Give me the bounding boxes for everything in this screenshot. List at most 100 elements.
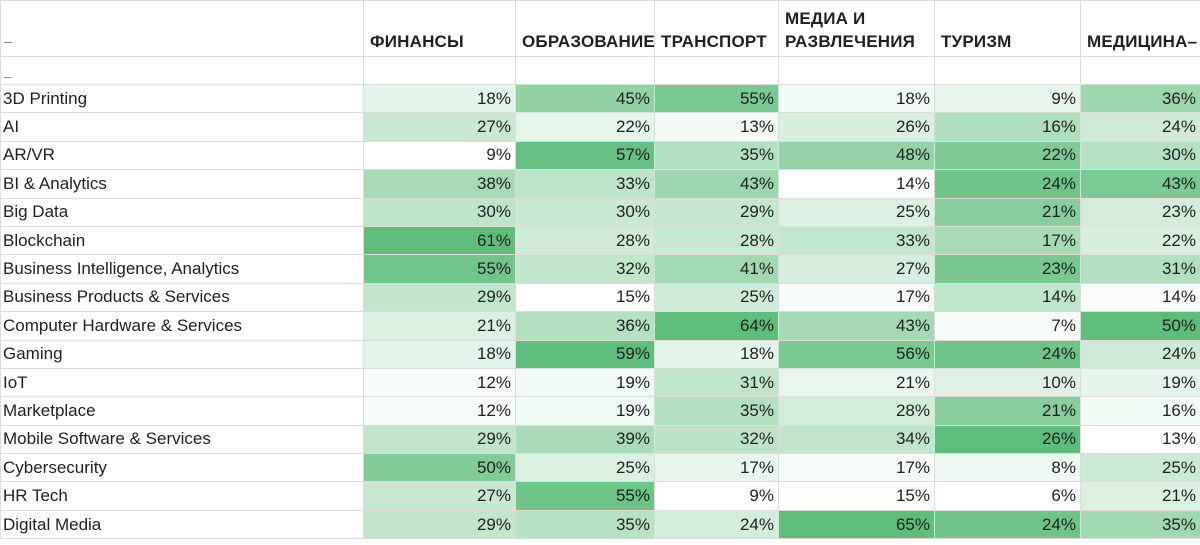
- value-cell[interactable]: 24%: [1080, 339, 1200, 369]
- value-cell[interactable]: 57%: [515, 140, 655, 171]
- row-label[interactable]: BI & Analytics: [0, 169, 364, 199]
- value-cell[interactable]: 14%: [1080, 282, 1200, 313]
- row-label[interactable]: HR Tech: [0, 481, 364, 511]
- row-label[interactable]: IoT: [0, 367, 364, 398]
- value-cell[interactable]: 29%: [363, 282, 516, 313]
- row-label[interactable]: Big Data: [0, 197, 364, 227]
- value-cell[interactable]: 61%: [363, 225, 516, 256]
- value-cell[interactable]: 16%: [1080, 396, 1200, 426]
- row-label[interactable]: AI: [0, 112, 364, 142]
- subheader-cell[interactable]: –: [0, 56, 364, 85]
- value-cell[interactable]: 33%: [778, 225, 935, 256]
- value-cell[interactable]: 25%: [1080, 453, 1200, 483]
- empty-cell[interactable]: [654, 56, 779, 85]
- value-cell[interactable]: 21%: [778, 367, 935, 398]
- column-header-medicine[interactable]: МЕДИЦИНА–: [1080, 0, 1200, 57]
- empty-cell[interactable]: [363, 56, 516, 85]
- value-cell[interactable]: 9%: [934, 83, 1081, 114]
- value-cell[interactable]: 59%: [515, 339, 655, 369]
- row-label[interactable]: Business Intelligence, Analytics: [0, 254, 364, 284]
- row-label[interactable]: Blockchain: [0, 225, 364, 256]
- value-cell[interactable]: 35%: [515, 509, 655, 540]
- value-cell[interactable]: 39%: [515, 424, 655, 455]
- value-cell[interactable]: 19%: [515, 396, 655, 426]
- empty-cell[interactable]: [515, 56, 655, 85]
- value-cell[interactable]: 34%: [778, 424, 935, 455]
- value-cell[interactable]: 24%: [1080, 112, 1200, 142]
- value-cell[interactable]: 30%: [515, 197, 655, 227]
- value-cell[interactable]: 26%: [934, 424, 1081, 455]
- value-cell[interactable]: 22%: [934, 140, 1081, 171]
- value-cell[interactable]: 29%: [363, 509, 516, 540]
- value-cell[interactable]: 27%: [363, 481, 516, 511]
- value-cell[interactable]: 43%: [654, 169, 779, 199]
- value-cell[interactable]: 26%: [778, 112, 935, 142]
- value-cell[interactable]: 64%: [654, 311, 779, 341]
- value-cell[interactable]: 23%: [1080, 197, 1200, 227]
- value-cell[interactable]: 10%: [934, 367, 1081, 398]
- value-cell[interactable]: 21%: [363, 311, 516, 341]
- value-cell[interactable]: 28%: [778, 396, 935, 426]
- value-cell[interactable]: 31%: [654, 367, 779, 398]
- value-cell[interactable]: 29%: [654, 197, 779, 227]
- value-cell[interactable]: 25%: [515, 453, 655, 483]
- value-cell[interactable]: 56%: [778, 339, 935, 369]
- value-cell[interactable]: 48%: [778, 140, 935, 171]
- row-label[interactable]: Gaming: [0, 339, 364, 369]
- value-cell[interactable]: 24%: [934, 509, 1081, 540]
- value-cell[interactable]: 28%: [654, 225, 779, 256]
- value-cell[interactable]: 24%: [934, 339, 1081, 369]
- value-cell[interactable]: 55%: [363, 254, 516, 284]
- column-header-finance[interactable]: ФИНАНСЫ: [363, 0, 516, 57]
- value-cell[interactable]: 27%: [778, 254, 935, 284]
- value-cell[interactable]: 14%: [778, 169, 935, 199]
- value-cell[interactable]: 21%: [1080, 481, 1200, 511]
- row-label[interactable]: Digital Media: [0, 509, 364, 540]
- value-cell[interactable]: 18%: [363, 339, 516, 369]
- value-cell[interactable]: 13%: [1080, 424, 1200, 455]
- value-cell[interactable]: 19%: [1080, 367, 1200, 398]
- value-cell[interactable]: 43%: [1080, 169, 1200, 199]
- empty-cell[interactable]: [778, 56, 935, 85]
- row-label[interactable]: Cybersecurity: [0, 453, 364, 483]
- value-cell[interactable]: 33%: [515, 169, 655, 199]
- value-cell[interactable]: 25%: [654, 282, 779, 313]
- row-label[interactable]: Business Products & Services: [0, 282, 364, 313]
- value-cell[interactable]: 21%: [934, 396, 1081, 426]
- value-cell[interactable]: 35%: [654, 396, 779, 426]
- row-label[interactable]: Mobile Software & Services: [0, 424, 364, 455]
- value-cell[interactable]: 15%: [515, 282, 655, 313]
- value-cell[interactable]: 12%: [363, 396, 516, 426]
- value-cell[interactable]: 23%: [934, 254, 1081, 284]
- value-cell[interactable]: 30%: [363, 197, 516, 227]
- column-header-transport[interactable]: ТРАНСПОРТ: [654, 0, 779, 57]
- value-cell[interactable]: 15%: [778, 481, 935, 511]
- row-label[interactable]: AR/VR: [0, 140, 364, 171]
- value-cell[interactable]: 19%: [515, 367, 655, 398]
- value-cell[interactable]: 36%: [515, 311, 655, 341]
- value-cell[interactable]: 22%: [515, 112, 655, 142]
- value-cell[interactable]: 7%: [934, 311, 1081, 341]
- value-cell[interactable]: 31%: [1080, 254, 1200, 284]
- value-cell[interactable]: 16%: [934, 112, 1081, 142]
- value-cell[interactable]: 35%: [654, 140, 779, 171]
- row-label[interactable]: Marketplace: [0, 396, 364, 426]
- value-cell[interactable]: 28%: [515, 225, 655, 256]
- value-cell[interactable]: 45%: [515, 83, 655, 114]
- value-cell[interactable]: 12%: [363, 367, 516, 398]
- value-cell[interactable]: 18%: [363, 83, 516, 114]
- value-cell[interactable]: 17%: [934, 225, 1081, 256]
- value-cell[interactable]: 41%: [654, 254, 779, 284]
- value-cell[interactable]: 32%: [654, 424, 779, 455]
- value-cell[interactable]: 50%: [1080, 311, 1200, 341]
- value-cell[interactable]: 50%: [363, 453, 516, 483]
- empty-cell[interactable]: [934, 56, 1081, 85]
- value-cell[interactable]: 24%: [654, 509, 779, 540]
- value-cell[interactable]: 18%: [778, 83, 935, 114]
- value-cell[interactable]: 14%: [934, 282, 1081, 313]
- value-cell[interactable]: 43%: [778, 311, 935, 341]
- value-cell[interactable]: 9%: [654, 481, 779, 511]
- value-cell[interactable]: 21%: [934, 197, 1081, 227]
- value-cell[interactable]: 17%: [654, 453, 779, 483]
- value-cell[interactable]: 17%: [778, 282, 935, 313]
